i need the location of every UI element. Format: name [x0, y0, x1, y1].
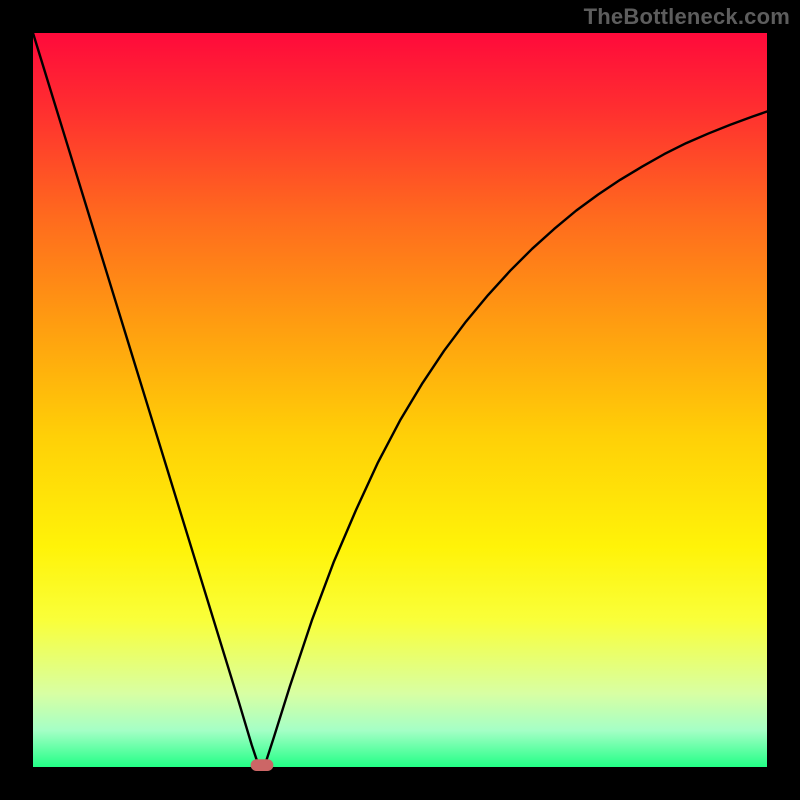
chart-svg	[0, 0, 800, 800]
bottleneck-chart: TheBottleneck.com	[0, 0, 800, 800]
optimum-marker	[251, 759, 274, 771]
attribution-text: TheBottleneck.com	[584, 4, 790, 30]
plot-background	[33, 33, 767, 767]
